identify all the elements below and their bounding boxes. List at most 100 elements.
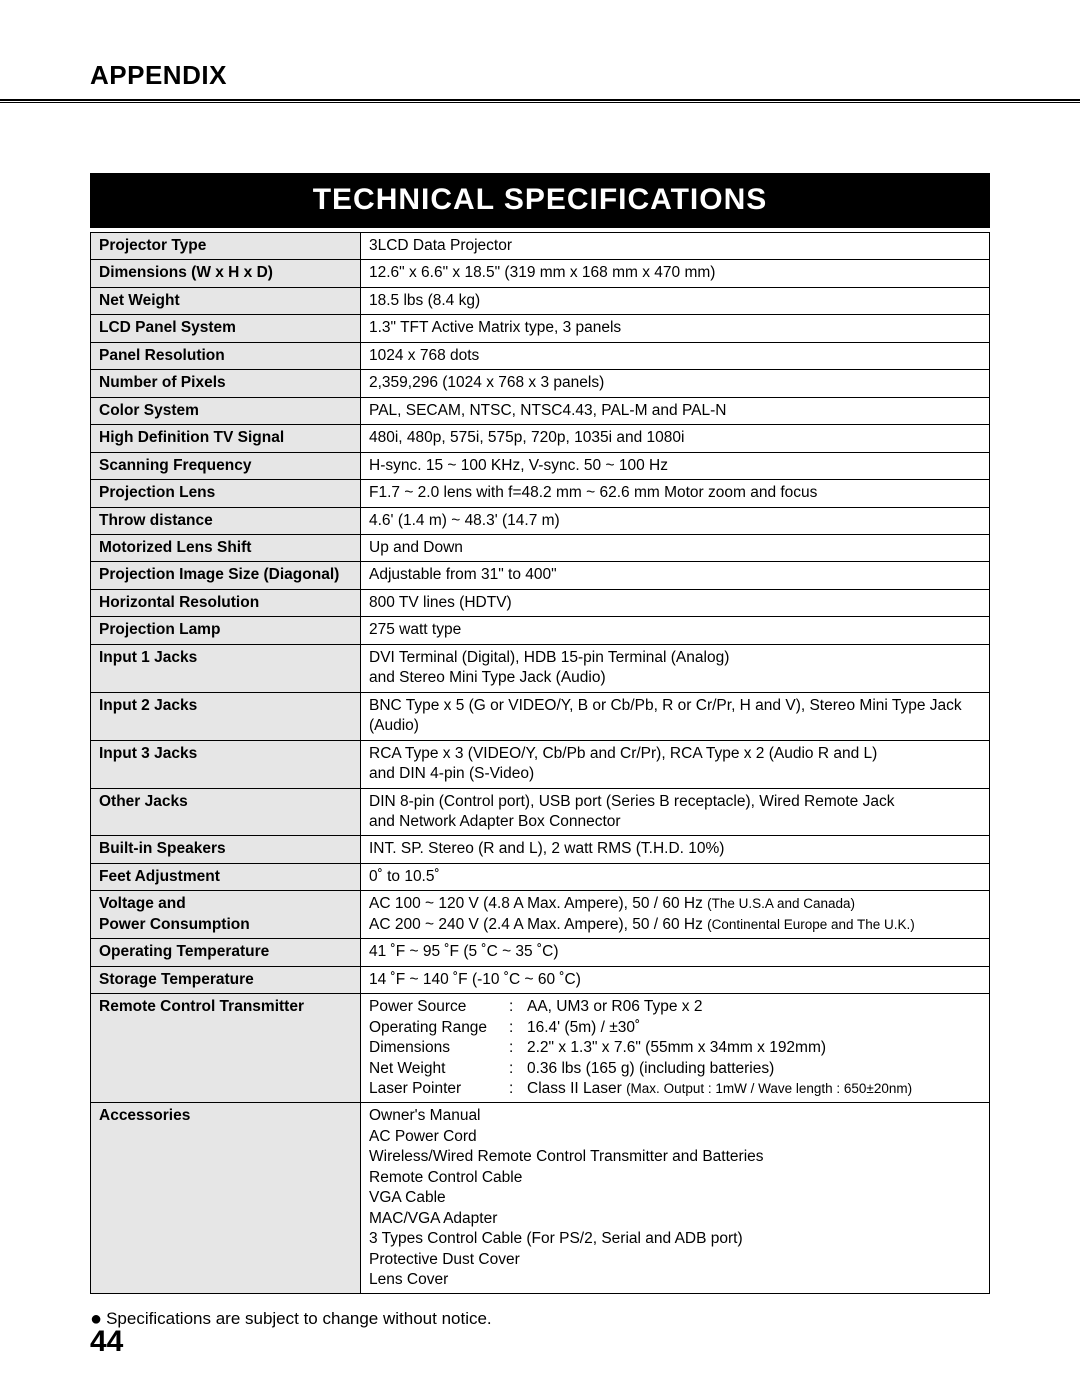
table-row: Feet Adjustment0˚ to 10.5˚: [91, 863, 990, 890]
remote-sub-val: Class II Laser (Max. Output : 1mW / Wave…: [527, 1079, 918, 1099]
table-row: Panel Resolution1024 x 768 dots: [91, 342, 990, 369]
spec-value: F1.7 ~ 2.0 lens with f=48.2 mm ~ 62.6 mm…: [361, 480, 990, 507]
accessory-item: Protective Dust Cover: [369, 1250, 981, 1270]
spec-value: INT. SP. Stereo (R and L), 2 watt RMS (T…: [361, 836, 990, 863]
spec-value: 275 watt type: [361, 617, 990, 644]
table-row: Input 2 JacksBNC Type x 5 (G or VIDEO/Y,…: [91, 692, 990, 740]
remote-sub-key: Laser Pointer: [369, 1079, 509, 1099]
spec-value: 1.3" TFT Active Matrix type, 3 panels: [361, 315, 990, 342]
spec-value: 800 TV lines (HDTV): [361, 589, 990, 616]
page-number: 44: [90, 1325, 123, 1359]
spec-value: Up and Down: [361, 534, 990, 561]
table-row: Color SystemPAL, SECAM, NTSC, NTSC4.43, …: [91, 397, 990, 424]
table-row: Scanning FrequencyH-sync. 15 ~ 100 KHz, …: [91, 452, 990, 479]
spec-value: H-sync. 15 ~ 100 KHz, V-sync. 50 ~ 100 H…: [361, 452, 990, 479]
colon: :: [509, 1059, 527, 1079]
spec-label: Input 2 Jacks: [91, 692, 361, 740]
accessory-item: 3 Types Control Cable (For PS/2, Serial …: [369, 1229, 981, 1249]
footnote: ●Specifications are subject to change wi…: [90, 1308, 990, 1331]
spec-label: Number of Pixels: [91, 370, 361, 397]
spec-label: Voltage andPower Consumption: [91, 891, 361, 939]
table-row: Remote Control TransmitterPower Source:A…: [91, 994, 990, 1103]
section-title: TECHNICAL SPECIFICATIONS: [90, 173, 990, 228]
table-row: Voltage andPower ConsumptionAC 100 ~ 120…: [91, 891, 990, 939]
accessory-item: Owner's Manual: [369, 1106, 981, 1126]
spec-value: 3LCD Data Projector: [361, 233, 990, 260]
spec-value: 1024 x 768 dots: [361, 342, 990, 369]
table-row: Storage Temperature14 ˚F ~ 140 ˚F (-10 ˚…: [91, 966, 990, 993]
remote-sub-key: Power Source: [369, 997, 509, 1017]
spec-label: Feet Adjustment: [91, 863, 361, 890]
spec-label: Accessories: [91, 1103, 361, 1294]
table-row: Projection Image Size (Diagonal)Adjustab…: [91, 562, 990, 589]
remote-sub-key: Dimensions: [369, 1038, 509, 1058]
spec-label: Input 3 Jacks: [91, 740, 361, 788]
spec-value: BNC Type x 5 (G or VIDEO/Y, B or Cb/Pb, …: [361, 692, 990, 740]
appendix-heading: APPENDIX: [90, 60, 990, 91]
spec-label: Projector Type: [91, 233, 361, 260]
table-row: Projection LensF1.7 ~ 2.0 lens with f=48…: [91, 480, 990, 507]
colon: :: [509, 1018, 527, 1038]
spec-label: High Definition TV Signal: [91, 425, 361, 452]
spec-label: LCD Panel System: [91, 315, 361, 342]
spec-label: Projection Image Size (Diagonal): [91, 562, 361, 589]
spec-label: Throw distance: [91, 507, 361, 534]
spec-label: Horizontal Resolution: [91, 589, 361, 616]
colon: :: [509, 1038, 527, 1058]
table-row: Projector Type3LCD Data Projector: [91, 233, 990, 260]
accessory-item: Remote Control Cable: [369, 1168, 981, 1188]
table-row: Net Weight18.5 lbs (8.4 kg): [91, 287, 990, 314]
remote-sub-val: 16.4' (5m) / ±30˚: [527, 1018, 918, 1038]
spec-label: Projection Lens: [91, 480, 361, 507]
spec-label: Color System: [91, 397, 361, 424]
spec-value: 12.6" x 6.6" x 18.5" (319 mm x 168 mm x …: [361, 260, 990, 287]
accessory-item: VGA Cable: [369, 1188, 981, 1208]
spec-value: 14 ˚F ~ 140 ˚F (-10 ˚C ~ 60 ˚C): [361, 966, 990, 993]
spec-value: AC 100 ~ 120 V (4.8 A Max. Ampere), 50 /…: [361, 891, 990, 939]
table-row: Throw distance4.6' (1.4 m) ~ 48.3' (14.7…: [91, 507, 990, 534]
remote-sub-val: AA, UM3 or R06 Type x 2: [527, 997, 918, 1017]
footnote-text: Specifications are subject to change wit…: [106, 1309, 492, 1328]
table-row: Operating Temperature41 ˚F ~ 95 ˚F (5 ˚C…: [91, 939, 990, 966]
spec-label: Dimensions (W x H x D): [91, 260, 361, 287]
table-row: Number of Pixels2,359,296 (1024 x 768 x …: [91, 370, 990, 397]
spec-value: 41 ˚F ~ 95 ˚F (5 ˚C ~ 35 ˚C): [361, 939, 990, 966]
spec-label: Operating Temperature: [91, 939, 361, 966]
table-row: Dimensions (W x H x D)12.6" x 6.6" x 18.…: [91, 260, 990, 287]
table-row: AccessoriesOwner's ManualAC Power CordWi…: [91, 1103, 990, 1294]
spec-value: 18.5 lbs (8.4 kg): [361, 287, 990, 314]
spec-label: Other Jacks: [91, 788, 361, 836]
remote-sub-val: 2.2" x 1.3" x 7.6" (55mm x 34mm x 192mm): [527, 1038, 918, 1058]
spec-table: Projector Type3LCD Data ProjectorDimensi…: [90, 232, 990, 1294]
remote-sub-key: Operating Range: [369, 1018, 509, 1038]
spec-label: Storage Temperature: [91, 966, 361, 993]
spec-label: Motorized Lens Shift: [91, 534, 361, 561]
spec-value: DVI Terminal (Digital), HDB 15-pin Termi…: [361, 644, 990, 692]
spec-label: Input 1 Jacks: [91, 644, 361, 692]
table-row: High Definition TV Signal480i, 480p, 575…: [91, 425, 990, 452]
spec-value: Adjustable from 31" to 400": [361, 562, 990, 589]
colon: :: [509, 997, 527, 1017]
accessory-item: Lens Cover: [369, 1270, 981, 1290]
table-row: Other JacksDIN 8-pin (Control port), USB…: [91, 788, 990, 836]
remote-sub-val: 0.36 lbs (165 g) (including batteries): [527, 1059, 918, 1079]
table-row: Input 3 JacksRCA Type x 3 (VIDEO/Y, Cb/P…: [91, 740, 990, 788]
table-row: Horizontal Resolution800 TV lines (HDTV): [91, 589, 990, 616]
spec-value: 0˚ to 10.5˚: [361, 863, 990, 890]
spec-label: Net Weight: [91, 287, 361, 314]
spec-value: 2,359,296 (1024 x 768 x 3 panels): [361, 370, 990, 397]
spec-value: 4.6' (1.4 m) ~ 48.3' (14.7 m): [361, 507, 990, 534]
table-row: LCD Panel System1.3" TFT Active Matrix t…: [91, 315, 990, 342]
spec-label: Built-in Speakers: [91, 836, 361, 863]
table-row: Built-in SpeakersINT. SP. Stereo (R and …: [91, 836, 990, 863]
spec-value: PAL, SECAM, NTSC, NTSC4.43, PAL-M and PA…: [361, 397, 990, 424]
spec-value: RCA Type x 3 (VIDEO/Y, Cb/Pb and Cr/Pr),…: [361, 740, 990, 788]
spec-value: 480i, 480p, 575i, 575p, 720p, 1035i and …: [361, 425, 990, 452]
spec-value: DIN 8-pin (Control port), USB port (Seri…: [361, 788, 990, 836]
remote-sub-key: Net Weight: [369, 1059, 509, 1079]
table-row: Projection Lamp275 watt type: [91, 617, 990, 644]
header-rule: [0, 99, 1080, 103]
accessory-item: MAC/VGA Adapter: [369, 1209, 981, 1229]
colon: :: [509, 1079, 527, 1099]
spec-value: Owner's ManualAC Power CordWireless/Wire…: [361, 1103, 990, 1294]
